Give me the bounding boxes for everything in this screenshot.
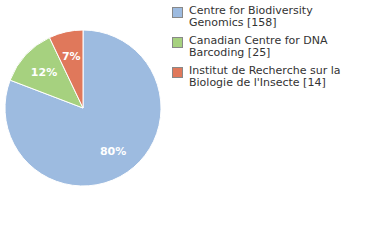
svg-text:7%: 7% — [62, 50, 81, 63]
svg-text:12%: 12% — [31, 66, 57, 79]
html-text:Centre for Biodiversity Genomi: Centre for Biodiversity Genomics [158] — [189, 4, 313, 29]
html-text:Institut de Recherche sur la B: Institut de Recherche sur la Biologie de… — [189, 64, 341, 89]
svg-text:80%: 80% — [100, 145, 126, 158]
html-text:Canadian Centre for DNA Barcod: Canadian Centre for DNA Barcoding [25] — [189, 34, 328, 59]
